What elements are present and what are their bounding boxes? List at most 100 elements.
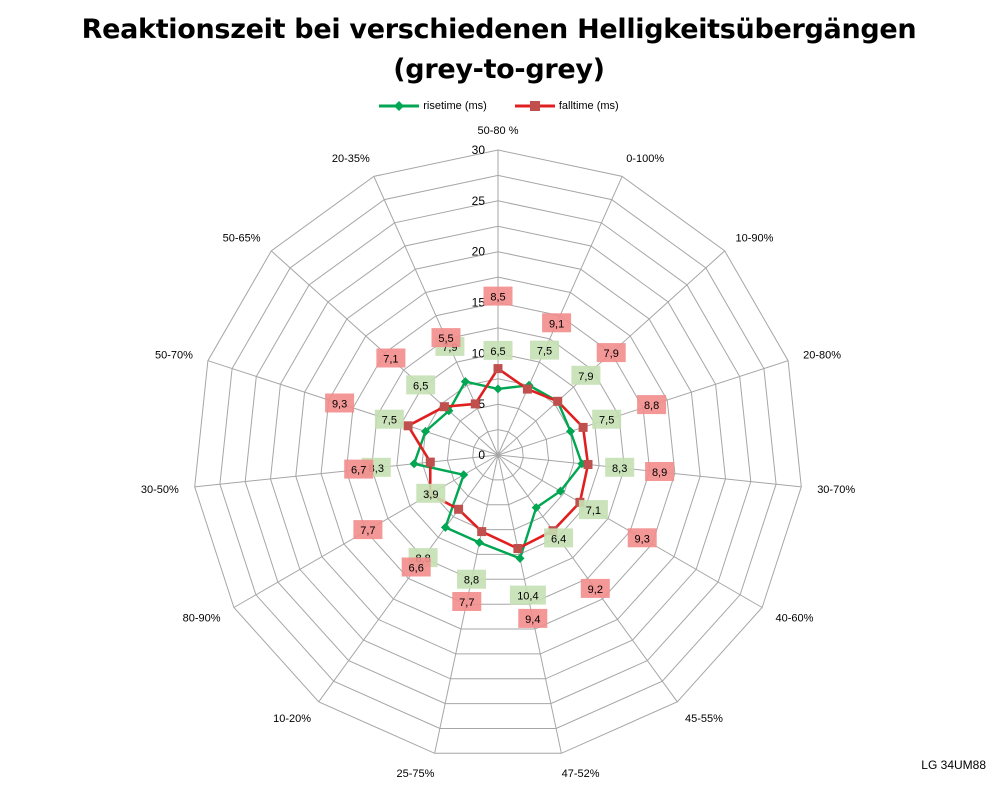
falltime-data-label: 7,7 [360, 525, 375, 537]
category-label: 30-70% [817, 484, 855, 496]
category-label: 80-90% [183, 613, 221, 625]
category-label: 50-80 % [478, 125, 519, 137]
chart-legend: risetime (ms) falltime (ms) [0, 100, 998, 112]
falltime-label-bg [376, 348, 406, 368]
r-tick-label: 0 [478, 448, 485, 462]
legend-item-falltime: falltime (ms) [514, 100, 619, 112]
grid-ring [446, 403, 550, 506]
grid-ring [194, 149, 802, 754]
category-label: 40-60% [776, 613, 814, 625]
chart-title-line-1: Reaktionszeit bei verschiedenen Helligke… [81, 14, 917, 45]
category-label: 30-50% [141, 484, 179, 496]
falltime-data-label: 8,8 [644, 400, 659, 412]
category-label: 10-20% [273, 713, 311, 725]
falltime-data-label: 9,1 [549, 318, 564, 330]
risetime-data-label: 7,9 [578, 371, 593, 383]
chart-title: Reaktionszeit bei verschiedenen Helligke… [0, 10, 998, 90]
falltime-label-bg [542, 313, 572, 333]
falltime-label-bg [353, 520, 383, 540]
risetime-data-label: 3,9 [423, 489, 438, 501]
risetime-marker [474, 538, 484, 547]
risetime-label-bg [544, 528, 574, 548]
grid-ring [244, 200, 752, 705]
falltime-label-bg [344, 459, 374, 479]
risetime-label-bg [457, 569, 486, 589]
falltime-data-label: 8,9 [652, 467, 667, 479]
risetime-data-label: 6,5 [490, 346, 505, 358]
falltime-data-label: 7,1 [383, 354, 398, 366]
falltime-marker [578, 422, 588, 432]
falltime-data-label: 5,5 [438, 333, 453, 345]
falltime-marker [425, 457, 435, 467]
falltime-marker [477, 527, 487, 537]
falltime-marker [403, 421, 413, 431]
risetime-label-bg [578, 500, 608, 520]
falltime-label-bg [483, 286, 513, 306]
risetime-marker [493, 384, 503, 394]
risetime-data-label: 8,3 [612, 463, 627, 475]
risetime-data-label: 10,4 [517, 591, 538, 603]
category-label: 50-65% [223, 233, 261, 245]
risetime-label-bg [530, 340, 559, 360]
legend-risetime-label: risetime (ms) [423, 100, 487, 112]
grid-ring [295, 251, 701, 655]
risetime-data-label: 8,8 [464, 575, 479, 587]
falltime-label-bg [452, 592, 482, 611]
falltime-data-label: 8,5 [490, 292, 505, 304]
legend-item-risetime: risetime (ms) [379, 100, 487, 112]
category-label: 0-100% [626, 153, 664, 165]
grid-spoke [373, 176, 499, 456]
grid-spoke [497, 454, 678, 703]
risetime-marker [460, 377, 470, 387]
watermark-model: LG 34UM88 [921, 758, 986, 772]
r-tick-label: 15 [472, 296, 486, 310]
falltime-data-label: 9,3 [332, 399, 347, 411]
risetime-label-bg [483, 340, 513, 360]
grid-ring [472, 429, 524, 481]
falltime-data-label: 9,4 [525, 614, 540, 626]
risetime-data-label: 6,5 [413, 380, 428, 392]
grid-ring [396, 352, 600, 555]
falltime-marker [454, 504, 464, 514]
falltime-data-label: 6,6 [409, 563, 424, 575]
risetime-label-bg [592, 409, 622, 429]
risetime-data-label: 7,5 [599, 415, 614, 427]
risetime-marker [556, 486, 565, 496]
risetime-marker [440, 522, 450, 532]
falltime-marker [583, 460, 593, 469]
legend-risetime-swatch [379, 101, 420, 111]
category-label: 45-55% [685, 713, 723, 725]
risetime-label-bg [571, 365, 601, 385]
grid-spoke [318, 454, 499, 703]
grid-ring [269, 225, 727, 680]
falltime-marker [513, 544, 523, 553]
r-tick-label: 5 [478, 397, 485, 411]
category-label: 20-35% [332, 153, 370, 165]
r-tick-label: 30 [472, 143, 486, 157]
legend-falltime-label: falltime (ms) [558, 100, 619, 112]
risetime-label-bg [416, 483, 446, 503]
falltime-marker [553, 396, 563, 406]
falltime-marker [522, 384, 532, 394]
category-label: 25-75% [396, 768, 434, 780]
falltime-label-bg [325, 393, 355, 413]
risetime-data-label: 7,5 [382, 415, 397, 427]
falltime-label-bg [627, 528, 657, 548]
chart-title-line-2: (grey-to-grey) [393, 54, 605, 85]
falltime-label-bg [401, 557, 431, 577]
r-tick-label: 20 [472, 245, 486, 259]
falltime-label-bg [431, 328, 461, 348]
grid-ring [371, 327, 625, 580]
falltime-data-label: 7,9 [604, 348, 619, 360]
category-label: 50-70% [155, 350, 193, 362]
risetime-marker [566, 426, 575, 436]
falltime-label-bg [596, 343, 626, 363]
risetime-marker [459, 470, 469, 480]
series-line-risetime [412, 380, 584, 560]
category-label: 10-90% [736, 233, 774, 245]
risetime-data-label: 7,5 [537, 346, 552, 358]
legend-falltime-swatch [514, 101, 555, 111]
r-tick-label: 25 [472, 194, 486, 208]
risetime-marker [531, 503, 541, 513]
